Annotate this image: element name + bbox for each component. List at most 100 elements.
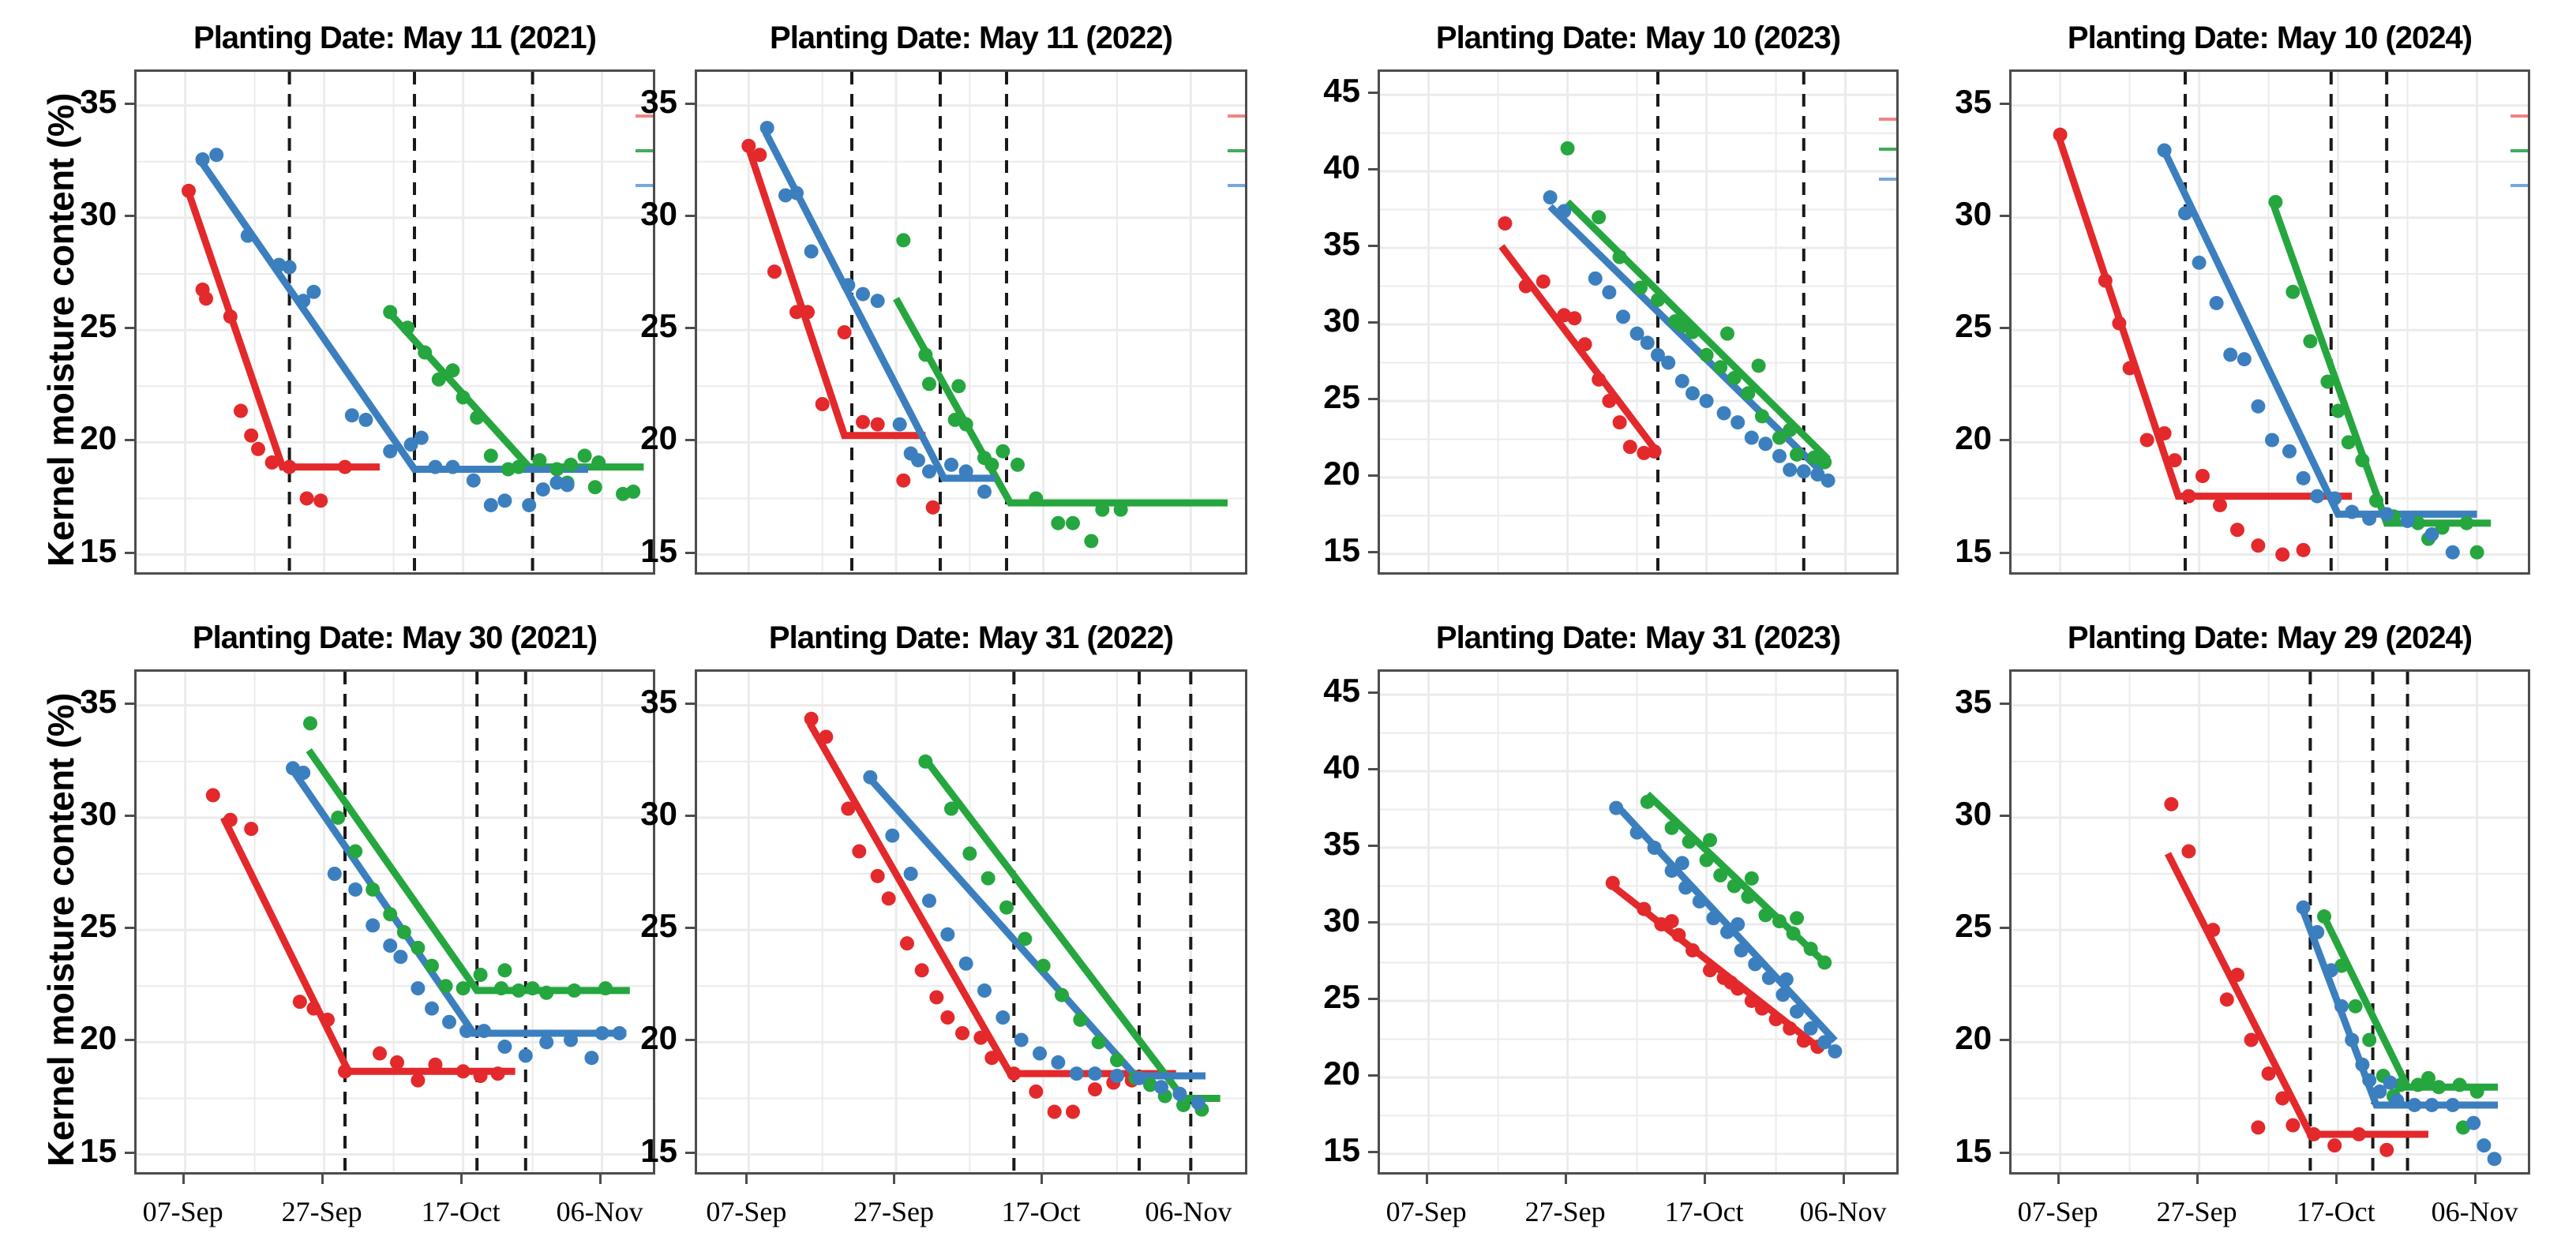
- y-tick-label: 25: [1323, 377, 1360, 415]
- y-tick-label: 15: [640, 1131, 677, 1169]
- x-tick-label: 06-Nov: [556, 1196, 643, 1227]
- y-tick-mark: [2000, 1039, 2009, 1042]
- x-tick-mark: [321, 1175, 324, 1184]
- panel-p7: Planting Date: May 31 (2023) 15 20 25 30 35 40…: [1259, 620, 1899, 1244]
- y-tick-mark: [125, 1039, 134, 1042]
- x-tick-mark: [1040, 1175, 1043, 1184]
- plot-canvas: [2012, 672, 2528, 1172]
- x-tick-mark: [1425, 1175, 1428, 1184]
- x-tick-mark: [459, 1175, 463, 1184]
- series-points-89: [182, 183, 352, 508]
- plot-canvas: [2012, 72, 2528, 572]
- y-tick-label: 45: [1323, 72, 1360, 110]
- x-tick-mark: [2473, 1175, 2477, 1184]
- y-tick-mark: [1368, 245, 1378, 248]
- y-tick-mark: [125, 439, 134, 442]
- y-tick-mark: [2000, 439, 2009, 442]
- y-tick-label: 30: [80, 794, 117, 832]
- y-tick-label: 40: [1323, 148, 1360, 186]
- y-tick-label: 35: [1955, 82, 1992, 120]
- legend-line-icon: [1228, 114, 1245, 118]
- series-points-89: [2053, 127, 2311, 562]
- y-tick-label: 25: [80, 307, 117, 345]
- x-tick-mark: [182, 1175, 185, 1184]
- panel-p8: Planting Date: May 29 (2024) 15 20 25 30 35 07…: [1891, 620, 2530, 1244]
- series-points-89: [804, 711, 1139, 1119]
- x-tick-mark: [893, 1175, 895, 1184]
- plot-canvas: [697, 72, 1245, 572]
- y-tick-label: 25: [1955, 307, 1992, 345]
- series-points-89: [741, 138, 940, 515]
- y-tick-mark: [125, 327, 134, 330]
- legend-line-icon: [2510, 149, 2528, 152]
- x-tick-label: 07-Sep: [1385, 1196, 1467, 1227]
- series-points-99: [2268, 194, 2484, 560]
- plot-area: [1378, 669, 1899, 1175]
- panel-title: Planting Date: May 31 (2023): [1435, 620, 1841, 655]
- y-tick-label: 15: [1955, 531, 1992, 569]
- y-tick-mark: [2000, 702, 2009, 705]
- panel-p5: Planting Date: May 30 (2021) 15 20 25 30 35 07…: [16, 620, 655, 1244]
- fit-line-89: [2055, 136, 2353, 500]
- legend-line-icon: [636, 149, 653, 152]
- y-tick-mark: [685, 927, 695, 930]
- plot-area: 8999109: [134, 69, 655, 575]
- x-tick-label: 17-Oct: [1664, 1196, 1744, 1227]
- x-tick-mark: [1842, 1175, 1845, 1184]
- x-tick-label: 17-Oct: [1001, 1196, 1081, 1227]
- x-tick-label: 07-Sep: [2017, 1196, 2098, 1227]
- series-points-89: [205, 788, 505, 1088]
- panel-title: Planting Date: May 11 (2021): [193, 21, 597, 55]
- series-points-89: [1498, 216, 1662, 460]
- x-tick-mark: [598, 1175, 602, 1184]
- y-tick-mark: [1368, 321, 1378, 324]
- panel-title: Planting Date: May 10 (2024): [2067, 21, 2473, 55]
- y-tick-label: 15: [1323, 1130, 1360, 1168]
- y-tick-mark: [685, 1151, 695, 1154]
- fit-line-99: [2270, 205, 2492, 527]
- y-tick-mark: [1368, 474, 1378, 477]
- series-points-89: [1605, 875, 1825, 1055]
- x-tick-mark: [1187, 1175, 1191, 1184]
- x-tick-label: 17-Oct: [2296, 1196, 2375, 1227]
- y-tick-mark: [1368, 768, 1378, 771]
- legend-line-icon: [1228, 184, 1245, 187]
- fit-line-89: [183, 187, 380, 471]
- y-tick-label: 20: [80, 419, 117, 457]
- plot-area: [695, 669, 1247, 1175]
- y-tick-label: 15: [80, 1131, 117, 1169]
- y-tick-mark: [685, 327, 695, 330]
- legend-line-icon: [636, 114, 653, 118]
- panel-p4: Planting Date: May 10 (2024) 8999109 15 20 2…: [1891, 21, 2530, 644]
- y-tick-mark: [685, 551, 695, 554]
- series-points-109: [1609, 800, 1843, 1059]
- x-tick-label: 27-Sep: [281, 1196, 362, 1227]
- y-tick-label: 15: [640, 531, 677, 569]
- y-tick-label: 20: [80, 1019, 117, 1057]
- legend-line-icon: [1879, 148, 1896, 151]
- y-tick-mark: [1368, 92, 1378, 95]
- y-tick-label: 35: [640, 682, 677, 720]
- y-tick-mark: [2000, 102, 2009, 105]
- y-tick-mark: [1368, 168, 1378, 171]
- x-tick-label: 27-Sep: [853, 1196, 934, 1227]
- y-tick-mark: [1368, 397, 1378, 400]
- panel-title: Planting Date: May 31 (2022): [768, 620, 1174, 655]
- y-tick-mark: [125, 1151, 134, 1154]
- series-points-109: [759, 121, 992, 499]
- fit-line-89: [744, 142, 926, 440]
- series-points-99: [918, 754, 1209, 1117]
- y-tick-mark: [2000, 551, 2009, 554]
- y-tick-label: 25: [1955, 907, 1992, 945]
- series-points-99: [2317, 909, 2484, 1135]
- y-tick-mark: [1368, 921, 1378, 924]
- y-tick-label: 20: [1955, 1019, 1992, 1057]
- series-points-109: [2157, 143, 2460, 560]
- plot-area: 8999109: [1378, 69, 1899, 575]
- fit-line-109: [1547, 204, 1824, 474]
- panel-title: Planting Date: May 30 (2021): [192, 620, 598, 655]
- y-tick-mark: [125, 814, 134, 817]
- y-tick-label: 30: [640, 194, 677, 232]
- x-tick-label: 17-Oct: [421, 1196, 501, 1227]
- y-tick-label: 45: [1323, 672, 1360, 710]
